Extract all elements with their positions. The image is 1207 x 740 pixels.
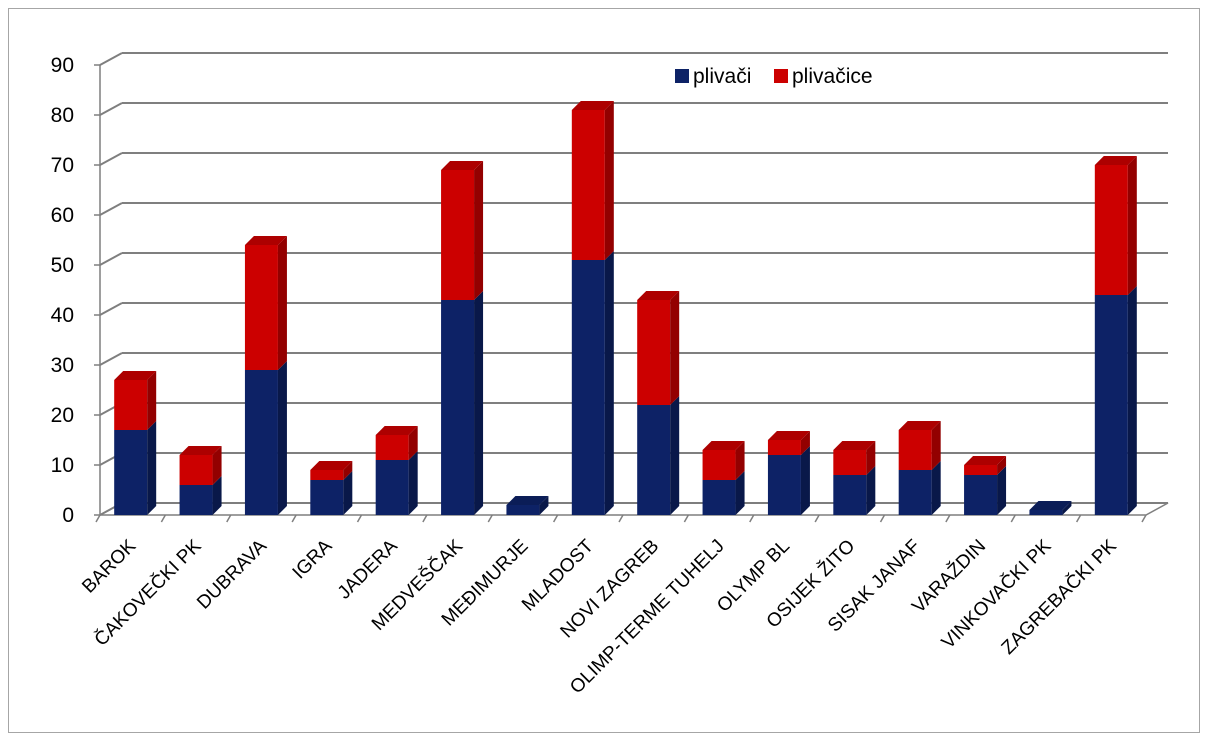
x-tick-mark <box>1141 514 1147 523</box>
gridlines <box>99 52 1168 516</box>
bar-plivacice <box>833 441 876 475</box>
bars <box>114 101 1137 515</box>
bar-plivaci <box>833 466 876 515</box>
category-label: VINKOVAČKI PK <box>937 535 1056 654</box>
bar-plivaci <box>310 471 353 515</box>
y-tick-label: 40 <box>51 304 74 327</box>
x-tick-mark <box>487 514 493 523</box>
bar-plivaci <box>767 446 810 515</box>
bar-plivacice <box>702 441 745 480</box>
legend: plivači plivačice <box>675 65 873 88</box>
gridline-side-5 <box>99 252 123 266</box>
bar-plivacice <box>767 431 810 455</box>
category-label: IGRA <box>289 535 337 583</box>
bar-plivaci <box>375 451 418 515</box>
legend-swatch-plivaci <box>675 69 689 83</box>
chart-frame <box>8 8 1200 733</box>
bar-plivaci <box>964 466 1007 515</box>
bar-plivaci <box>114 421 157 515</box>
bar-plivaci <box>506 496 549 515</box>
x-tick-mark <box>1010 514 1016 523</box>
bar-plivaci <box>179 476 222 515</box>
y-tick-label: 30 <box>51 354 74 377</box>
bar-plivaci <box>702 471 745 515</box>
x-tick-mark <box>356 514 363 523</box>
gridline-side-9 <box>99 52 123 66</box>
category-label: ZAGREBAČKI PK <box>997 535 1121 659</box>
x-tick-mark <box>683 514 690 523</box>
y-tick-label: 10 <box>51 454 74 477</box>
y-tick-labels: 0 10 20 30 40 50 60 70 80 90 <box>51 54 74 527</box>
x-tick-mark <box>160 514 167 523</box>
x-tick-mark <box>291 514 297 523</box>
gridline-side-8 <box>99 102 123 116</box>
bar-plivacice <box>964 456 1007 475</box>
x-tick-mark <box>879 514 886 523</box>
y-tick-label: 80 <box>51 104 74 127</box>
bar-plivacice <box>114 371 157 430</box>
y-tick-label: 60 <box>51 204 74 227</box>
y-tick-label: 0 <box>62 504 74 527</box>
y-tick-label: 20 <box>51 404 74 427</box>
y-tick-label: 70 <box>51 154 74 177</box>
x-tick-mark <box>1075 514 1082 523</box>
bar-plivacice <box>637 291 680 405</box>
category-label: JADERA <box>334 535 402 603</box>
bar-plivaci <box>1029 501 1072 515</box>
gridline-side-7 <box>99 152 123 166</box>
category-label: DUBRAVA <box>193 535 271 613</box>
y-tick-label: 50 <box>51 254 74 277</box>
y-tick-label: 90 <box>51 54 74 77</box>
gridline-side-3 <box>99 352 123 366</box>
x-tick-mark <box>618 514 624 523</box>
x-tick-mark <box>95 514 101 523</box>
x-tick-mark <box>552 514 559 523</box>
legend-label-plivaci: plivači <box>693 65 751 88</box>
bar-plivacice <box>898 421 941 470</box>
gridline-side-6 <box>99 202 123 216</box>
x-tick-mark <box>422 514 428 523</box>
bar-plivaci <box>571 251 614 515</box>
bar-plivaci <box>244 361 287 515</box>
legend-label-plivacice: plivačice <box>792 65 873 88</box>
bar-plivaci <box>637 396 680 515</box>
x-tick-mark <box>226 514 232 523</box>
legend-swatch-plivacice <box>774 69 788 83</box>
x-tick-mark <box>945 514 951 523</box>
category-label: BAROK <box>78 535 140 597</box>
bar-plivacice <box>375 426 418 460</box>
x-tick-mark <box>814 514 820 523</box>
bar-plivaci <box>898 461 941 515</box>
bar-plivacice <box>441 161 484 300</box>
gridline-side-4 <box>99 302 123 316</box>
bar-plivacice <box>244 236 287 370</box>
bar-plivacice <box>571 101 614 260</box>
bar-plivacice <box>310 461 353 480</box>
bar-plivaci <box>441 291 484 515</box>
bar-plivacice <box>1094 156 1137 295</box>
bar-plivacice <box>179 446 222 485</box>
bar-plivaci <box>1094 286 1137 515</box>
category-label: ČAKOVEČKI PK <box>90 535 206 651</box>
x-tick-mark <box>749 514 755 523</box>
